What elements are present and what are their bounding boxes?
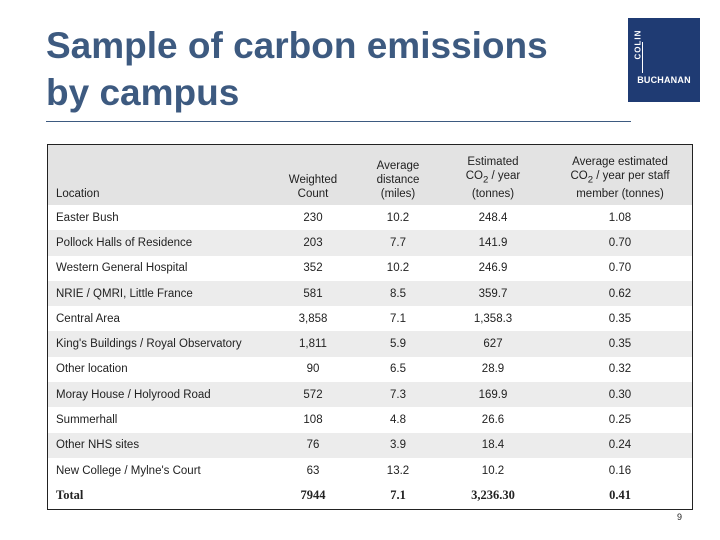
total-est-co2: 3,236.30: [471, 488, 515, 503]
cell-weighted-count: 63: [306, 464, 320, 477]
cell-location: Pollock Halls of Residence: [56, 236, 193, 249]
cell-avg-distance: 10.2: [386, 262, 410, 275]
slide-title: Sample of carbon emissions by campus: [46, 22, 606, 116]
cell-avg-distance: 13.2: [386, 464, 410, 477]
cell-weighted-count: 3,858: [298, 312, 328, 325]
cell-avg-per-staff: 0.25: [608, 414, 632, 427]
table-row: Pollock Halls of Residence 203 7.7 141.9 0.7…: [48, 230, 692, 256]
cell-location: Summerhall: [56, 414, 118, 427]
total-weighted-count: 7944: [300, 488, 326, 503]
cell-est-co2: 18.4: [481, 439, 505, 452]
cell-avg-distance: 3.9: [390, 439, 406, 452]
table-row: NRIE / QMRI, Little France 581 8.5 359.7 0.6…: [48, 280, 692, 307]
header-weighted-count: Weighted Count: [288, 174, 338, 200]
cell-avg-distance: 5.9: [390, 338, 406, 351]
table-row: Central Area 3,858 7.1 1,358.3 0.35: [48, 306, 692, 331]
header-average-estimated-co2-per-staff: Average estimated CO2 / year per staff m…: [570, 155, 670, 200]
cell-location: Other location: [56, 363, 128, 376]
table-row: New College / Mylne's Court 63 13.2 10.2 0.1…: [48, 458, 692, 483]
cell-est-co2: 248.4: [478, 211, 508, 224]
logo-divider: [642, 42, 643, 73]
logo-colin-text: COLIN: [633, 29, 643, 60]
table-row: Easter Bush 230 10.2 248.4 1.08: [48, 205, 692, 230]
cell-weighted-count: 108: [303, 414, 323, 427]
total-avg-per-staff: 0.41: [609, 488, 631, 503]
cell-est-co2: 627: [483, 338, 503, 351]
cell-weighted-count: 581: [303, 287, 323, 300]
cell-avg-per-staff: 0.32: [608, 363, 632, 376]
cell-avg-per-staff: 0.30: [608, 388, 632, 401]
table-header-row: Location Weighted Count Average distance…: [48, 145, 692, 205]
table-row: Other location 90 6.5 28.9 0.32: [48, 357, 692, 382]
cell-avg-per-staff: 0.70: [608, 262, 632, 275]
cell-weighted-count: 1,811: [299, 338, 327, 351]
cell-avg-per-staff: 0.35: [608, 338, 632, 351]
table-row: Western General Hospital 352 10.2 246.9 0.70: [48, 256, 692, 281]
logo-buchanan-text: BUCHANAN: [637, 75, 691, 85]
cell-avg-per-staff: 0.35: [608, 312, 632, 325]
cell-avg-per-staff: 0.70: [608, 236, 632, 249]
cell-weighted-count: 76: [306, 439, 320, 452]
cell-est-co2: 359.7: [478, 287, 508, 300]
cell-weighted-count: 352: [303, 262, 323, 275]
slide-title-line-2: by campus: [46, 72, 240, 113]
cell-location: Other NHS sites: [56, 439, 140, 452]
cell-weighted-count: 572: [303, 388, 323, 401]
cell-est-co2: 1,358.3: [473, 312, 513, 325]
cell-weighted-count: 230: [303, 211, 323, 224]
colin-buchanan-logo: COLIN BUCHANAN: [628, 18, 700, 102]
table-row: King's Buildings / Royal Observatory 1,81…: [48, 331, 692, 357]
cell-location: King's Buildings / Royal Observatory: [56, 338, 242, 351]
cell-location: Moray House / Holyrood Road: [56, 388, 211, 401]
cell-est-co2: 141.9: [478, 236, 508, 249]
header-average-distance: Average distance (miles): [376, 160, 420, 200]
total-avg-distance: 7.1: [390, 488, 406, 503]
title-divider: [46, 121, 631, 122]
slide-title-line-1: Sample of carbon emissions: [46, 25, 548, 66]
cell-est-co2: 169.9: [478, 388, 508, 401]
cell-avg-per-staff: 0.16: [608, 464, 632, 477]
cell-avg-distance: 4.8: [390, 414, 406, 427]
emissions-table-container: Location Weighted Count Average distance…: [47, 144, 693, 510]
table-total-row: Total 7944 7.1 3,236.30 0.41: [48, 483, 692, 508]
cell-avg-distance: 7.7: [390, 236, 406, 249]
cell-avg-distance: 7.3: [390, 388, 406, 401]
cell-location: Western General Hospital: [56, 262, 188, 275]
cell-avg-per-staff: 1.08: [608, 211, 632, 224]
page-number: 9: [677, 512, 683, 522]
total-location: Total: [56, 488, 84, 503]
cell-weighted-count: 203: [303, 236, 323, 249]
cell-est-co2: 28.9: [481, 363, 505, 376]
emissions-table: Location Weighted Count Average distance…: [48, 145, 692, 509]
cell-avg-distance: 10.2: [386, 211, 410, 224]
cell-location: Easter Bush: [56, 211, 119, 224]
cell-est-co2: 246.9: [478, 262, 508, 275]
cell-location: NRIE / QMRI, Little France: [56, 287, 193, 300]
cell-avg-per-staff: 0.24: [608, 439, 632, 452]
header-estimated-co2: Estimated CO2 / year (tonnes): [465, 155, 521, 200]
cell-weighted-count: 90: [306, 363, 320, 376]
cell-avg-per-staff: 0.62: [608, 287, 632, 300]
cell-avg-distance: 8.5: [390, 287, 406, 300]
cell-location: Central Area: [56, 312, 120, 325]
cell-location: New College / Mylne's Court: [56, 464, 201, 477]
header-location: Location: [56, 188, 100, 200]
table-row: Other NHS sites 76 3.9 18.4 0.24: [48, 432, 692, 458]
cell-est-co2: 10.2: [481, 464, 505, 477]
cell-avg-distance: 7.1: [390, 312, 406, 325]
cell-est-co2: 26.6: [481, 414, 505, 427]
cell-avg-distance: 6.5: [390, 363, 406, 376]
table-row: Moray House / Holyrood Road 572 7.3 169.9 0.…: [48, 382, 692, 408]
table-row: Summerhall 108 4.8 26.6 0.25: [48, 407, 692, 432]
